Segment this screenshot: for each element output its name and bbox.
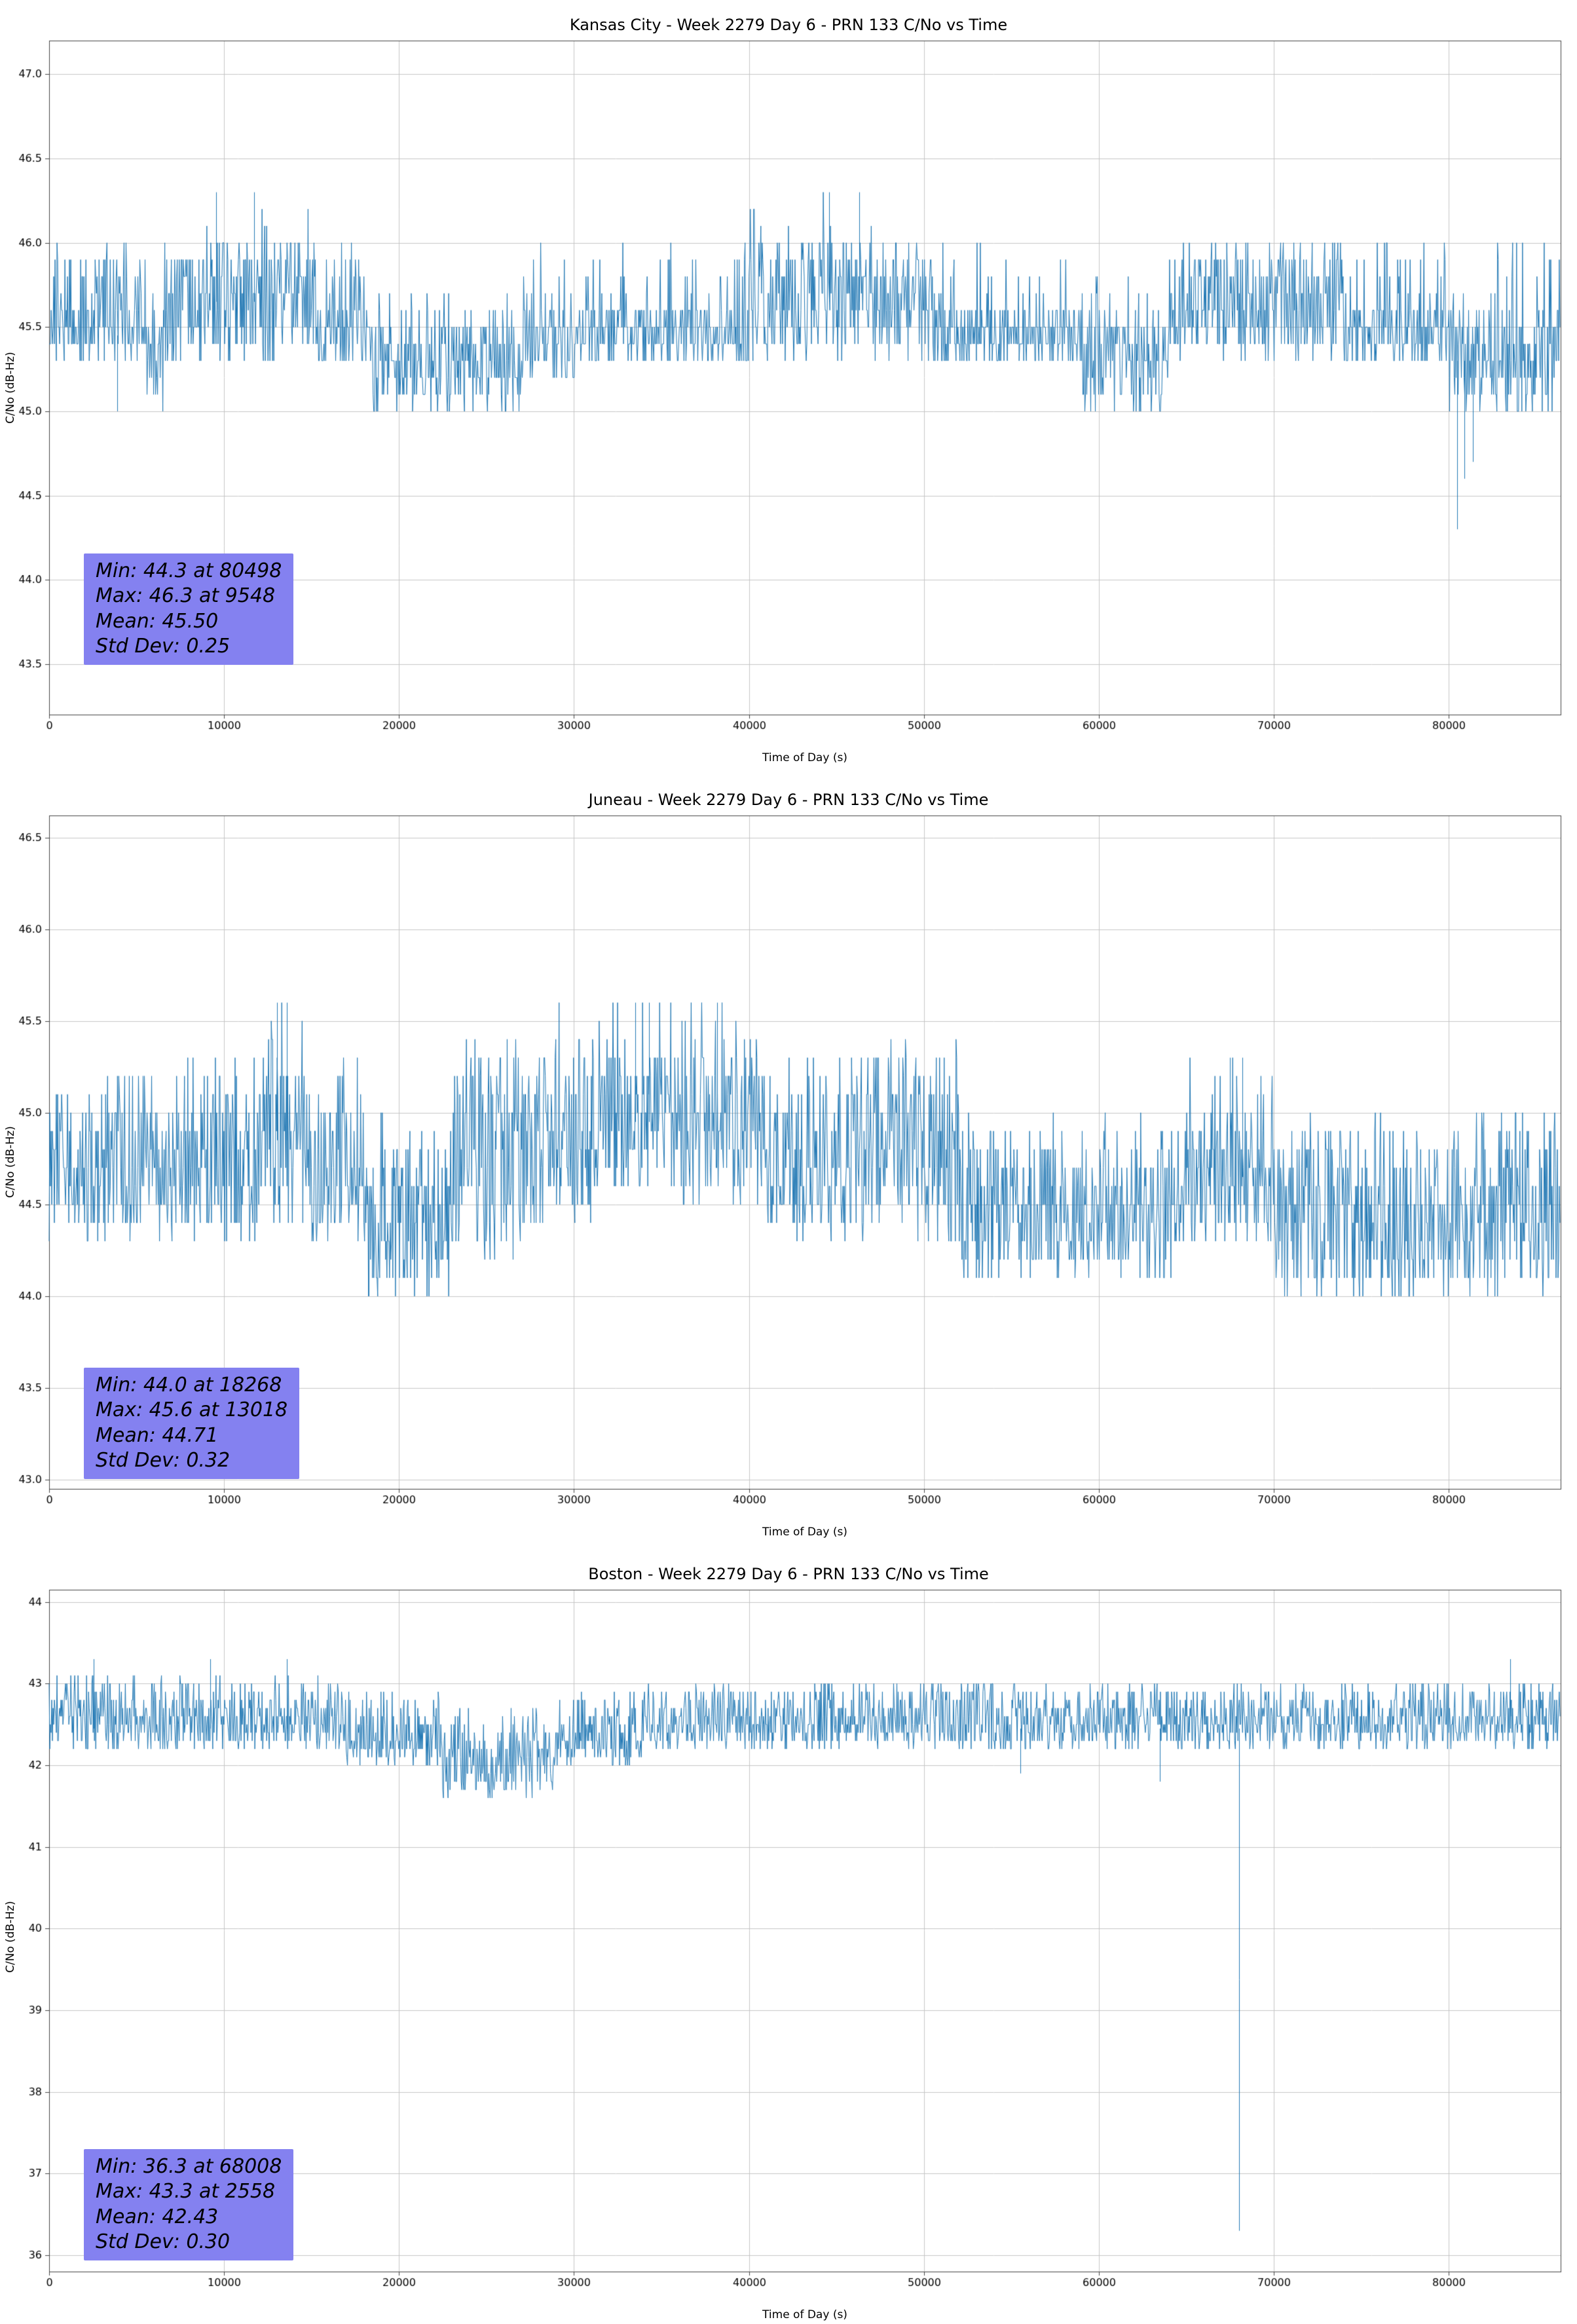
stat-stddev: Std Dev: 0.30 xyxy=(96,2230,231,2254)
stat-mean: Mean: 42.43 xyxy=(96,2205,219,2228)
stat-mean: Mean: 44.71 xyxy=(96,1423,219,1447)
stats-box: Min: 36.3 at 68008 Max: 43.3 at 2558 Mea… xyxy=(84,2149,294,2260)
stat-min: Min: 44.3 at 80498 xyxy=(96,559,282,582)
y-axis-label: C/No (dB-Hz) xyxy=(4,1126,17,1198)
chart-block-boston: Boston - Week 2279 Day 6 - PRN 133 C/No … xyxy=(0,1549,1577,2324)
chart-block-kansas-city: Kansas City - Week 2279 Day 6 - PRN 133 … xyxy=(0,0,1577,775)
stat-max: Max: 43.3 at 2558 xyxy=(96,2180,276,2203)
stat-stddev: Std Dev: 0.32 xyxy=(96,1449,231,1472)
stat-stddev: Std Dev: 0.25 xyxy=(96,635,231,658)
stats-box: Min: 44.3 at 80498 Max: 46.3 at 9548 Mea… xyxy=(84,553,294,665)
stat-max: Max: 45.6 at 13018 xyxy=(96,1398,288,1422)
x-axis-label: Time of Day (s) xyxy=(762,2308,847,2321)
y-axis-label: C/No (dB-Hz) xyxy=(4,351,17,424)
chart-title: Juneau - Week 2279 Day 6 - PRN 133 C/No … xyxy=(588,791,989,809)
chart-title: Kansas City - Week 2279 Day 6 - PRN 133 … xyxy=(569,16,1008,34)
stat-max: Max: 46.3 at 9548 xyxy=(96,584,276,608)
stat-mean: Mean: 45.50 xyxy=(96,609,219,633)
stat-min: Min: 36.3 at 68008 xyxy=(96,2155,282,2178)
y-axis-label: C/No (dB-Hz) xyxy=(4,1900,17,1973)
x-axis-label: Time of Day (s) xyxy=(762,751,847,764)
chart-title: Boston - Week 2279 Day 6 - PRN 133 C/No … xyxy=(588,1565,989,1583)
stats-box: Min: 44.0 at 18268 Max: 45.6 at 13018 Me… xyxy=(84,1368,300,1479)
x-axis-label: Time of Day (s) xyxy=(762,1526,847,1539)
chart-block-juneau: Juneau - Week 2279 Day 6 - PRN 133 C/No … xyxy=(0,775,1577,1549)
stat-min: Min: 44.0 at 18268 xyxy=(96,1374,282,1396)
